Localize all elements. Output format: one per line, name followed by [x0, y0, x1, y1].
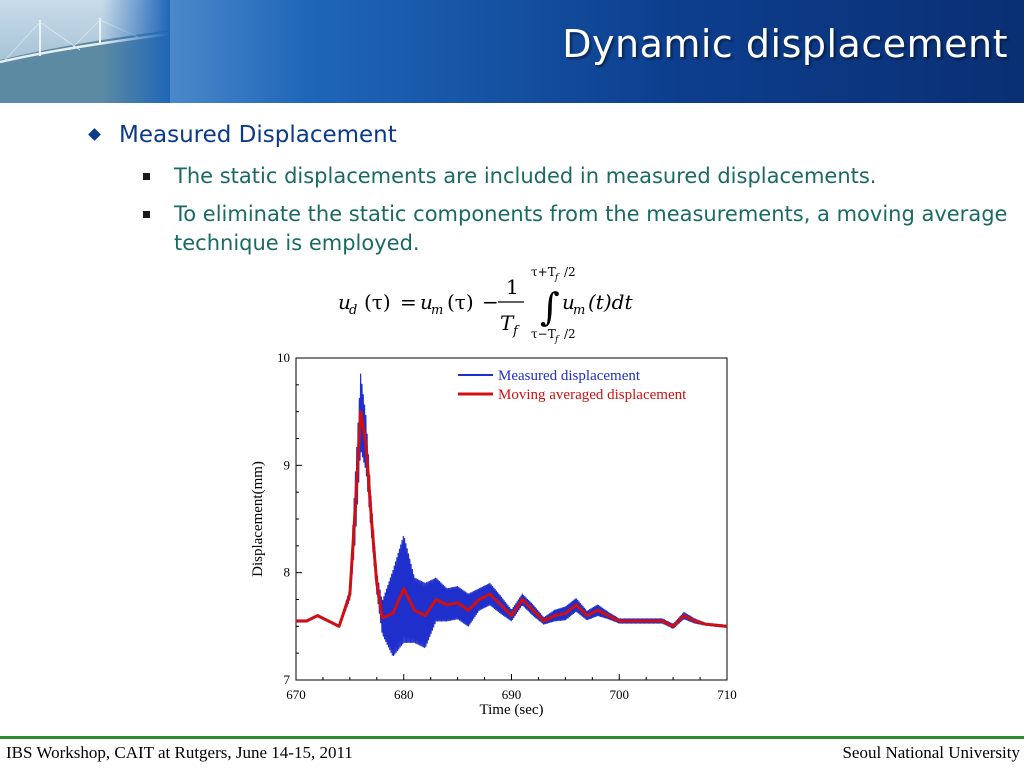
main-bullet-text: Measured Displacement — [119, 122, 397, 148]
bridge-photo — [0, 0, 170, 103]
formula-um: u — [420, 290, 433, 314]
y-tick-label: 7 — [284, 672, 291, 687]
formula-ud: u — [338, 290, 351, 314]
legend-label: Moving averaged displacement — [498, 387, 687, 403]
formula-upper-limit: τ+T — [531, 265, 556, 279]
x-tick-label: 670 — [286, 687, 306, 702]
formula-int-sub: m — [573, 303, 585, 318]
x-tick-label: 700 — [610, 687, 630, 702]
plot-area — [295, 357, 728, 681]
formula-lower-sub: f — [554, 335, 560, 344]
footer-divider — [0, 736, 1024, 739]
footer-event: IBS Workshop, CAIT at Rutgers, June 14-1… — [6, 743, 353, 762]
title-bar: Dynamic displacement — [0, 0, 1024, 103]
sub-bullet-text: To eliminate the static components from … — [174, 202, 1008, 255]
formula-ud-arg: (τ) — [364, 290, 391, 314]
chart-legend: Measured displacement Moving averaged dis… — [458, 368, 687, 403]
series-line-1 — [296, 410, 728, 628]
diamond-bullet-icon — [88, 128, 101, 141]
formula-upper-tail: /2 — [564, 265, 576, 279]
slide-title: Dynamic displacement — [562, 22, 1008, 66]
x-tick-label: 680 — [394, 687, 414, 702]
formula-lower-tail: /2 — [564, 327, 576, 341]
formula-um-arg: (τ) — [447, 290, 474, 314]
y-tick-label: 8 — [284, 565, 291, 580]
formula-frac-num: 1 — [506, 275, 519, 299]
formula-equals: = — [400, 290, 417, 314]
moving-average-formula: u d (τ) = u m (τ) − 1 T f τ+T f /2 ∫ τ−T… — [338, 265, 633, 344]
chart-series — [295, 373, 728, 657]
square-bullet-icon — [143, 211, 150, 218]
y-axis-label: Displacement(mm) — [250, 461, 266, 577]
sub-bullet-text: The static displacements are included in… — [174, 164, 877, 188]
formula-int-arg: (t)dt — [588, 290, 633, 314]
y-tick-label: 9 — [284, 457, 291, 472]
legend-label: Measured displacement — [498, 368, 641, 384]
formula-lower-limit: τ−T — [531, 327, 556, 341]
x-tick-label: 710 — [717, 687, 737, 702]
footer-institution: Seoul National University — [842, 743, 1020, 762]
sub-bullet-1: The static displacements are included in… — [143, 162, 1013, 191]
formula-ud-sub: d — [349, 303, 357, 318]
plot-frame — [295, 357, 728, 681]
square-bullet-icon — [143, 173, 150, 180]
x-axis-label: Time (sec) — [479, 702, 543, 718]
formula-minus: − — [482, 290, 499, 314]
formula-frac-den-sub: f — [512, 324, 520, 339]
formula-frac-den: T — [500, 311, 515, 335]
formula-int-u: u — [562, 290, 575, 314]
displacement-chart: 670 680 690 700 710 7 8 9 10 Time (sec) Displaceme… — [250, 350, 737, 718]
x-tick-label: 690 — [502, 687, 522, 702]
y-tick-label: 10 — [277, 350, 290, 365]
formula-integral: ∫ — [540, 285, 560, 329]
formula-upper-sub: f — [554, 273, 560, 283]
sub-bullet-2: To eliminate the static components from … — [143, 200, 1013, 258]
formula-um-sub: m — [431, 303, 443, 318]
main-bullet: Measured Displacement — [88, 122, 397, 148]
chart-axes: 670 680 690 700 710 7 8 9 10 Time (sec) Displaceme… — [250, 350, 737, 718]
series-line-0 — [295, 373, 728, 657]
